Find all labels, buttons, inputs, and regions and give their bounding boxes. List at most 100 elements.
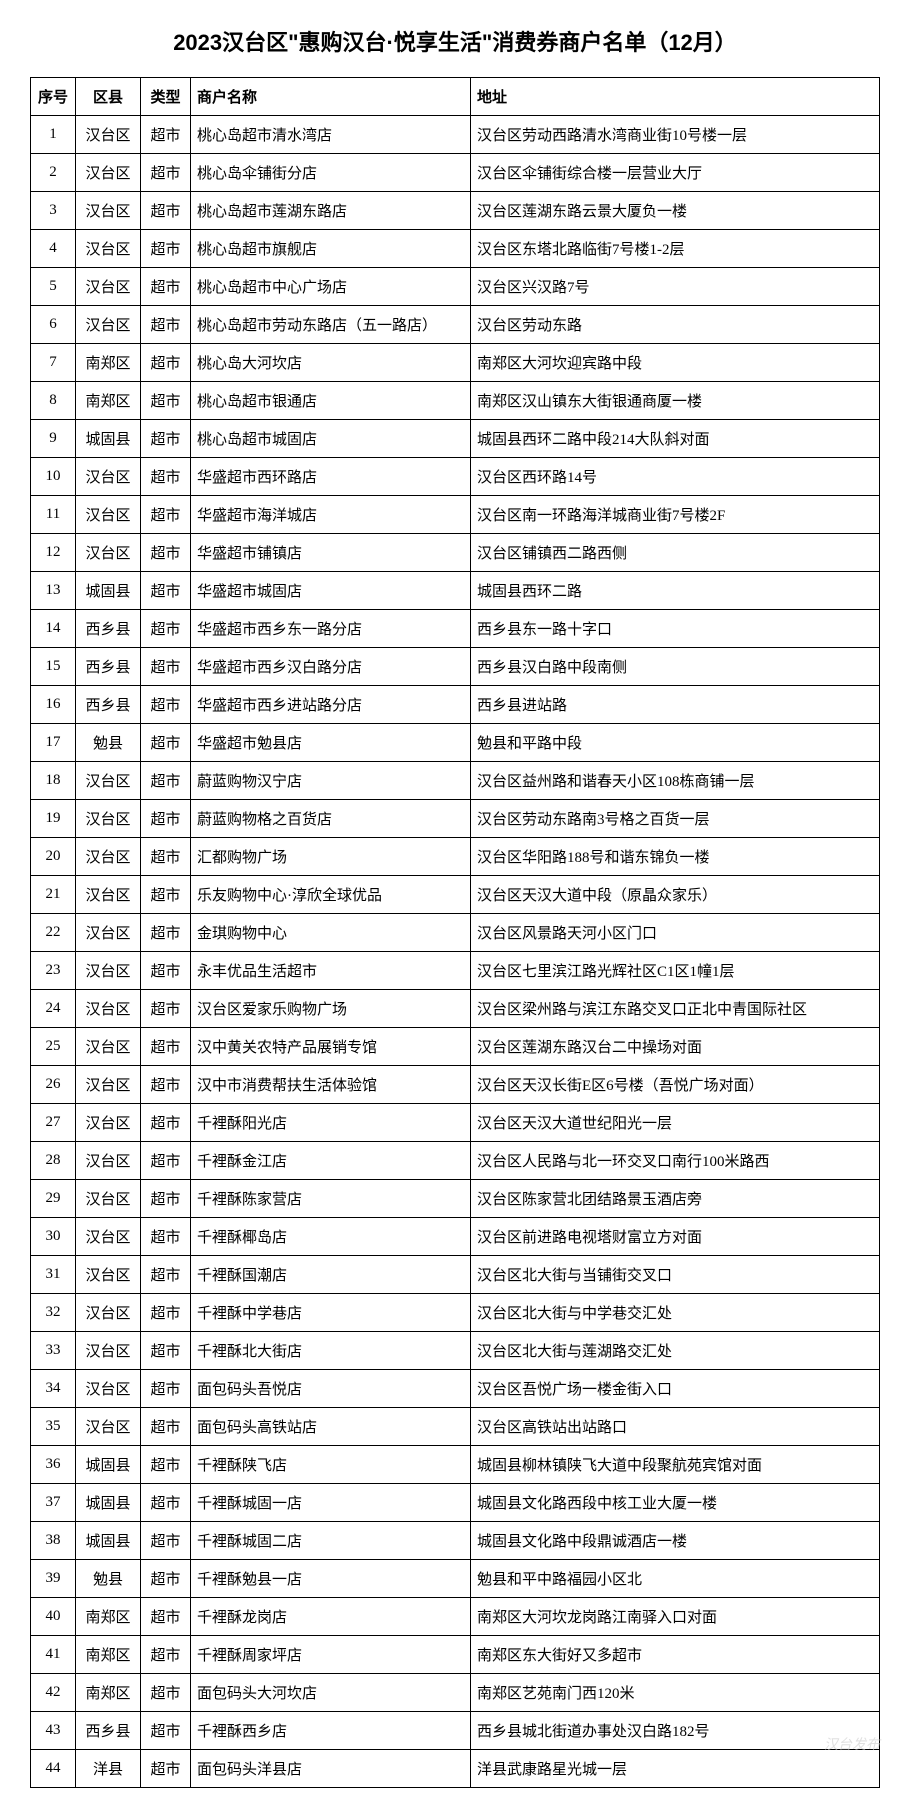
cell-type: 超市 (141, 610, 191, 648)
table-row: 43 西乡县 超市 千裡酥西乡店 西乡县城北街道办事处汉白路182号 (31, 1712, 880, 1750)
table-row: 3 汉台区 超市 桃心岛超市莲湖东路店 汉台区莲湖东路云景大厦负一楼 (31, 192, 880, 230)
cell-district: 汉台区 (76, 1294, 141, 1332)
cell-addr: 汉台区莲湖东路汉台二中操场对面 (471, 1028, 880, 1066)
cell-district: 南郑区 (76, 1674, 141, 1712)
cell-district: 汉台区 (76, 838, 141, 876)
cell-addr: 汉台区天汉长街E区6号楼（吾悦广场对面） (471, 1066, 880, 1104)
cell-name: 千裡酥勉县一店 (191, 1560, 471, 1598)
cell-seq: 26 (31, 1066, 76, 1104)
cell-district: 汉台区 (76, 1142, 141, 1180)
cell-name: 华盛超市西乡进站路分店 (191, 686, 471, 724)
table-row: 14 西乡县 超市 华盛超市西乡东一路分店 西乡县东一路十字口 (31, 610, 880, 648)
cell-name: 千裡酥陕飞店 (191, 1446, 471, 1484)
cell-district: 汉台区 (76, 1028, 141, 1066)
table-row: 37 城固县 超市 千裡酥城固一店 城固县文化路西段中核工业大厦一楼 (31, 1484, 880, 1522)
cell-district: 洋县 (76, 1750, 141, 1788)
table-row: 7 南郑区 超市 桃心岛大河坎店 南郑区大河坎迎宾路中段 (31, 344, 880, 382)
cell-name: 永丰优品生活超市 (191, 952, 471, 990)
header-addr: 地址 (471, 78, 880, 116)
cell-addr: 南郑区艺苑南门西120米 (471, 1674, 880, 1712)
cell-seq: 1 (31, 116, 76, 154)
cell-name: 桃心岛超市劳动东路店（五一路店） (191, 306, 471, 344)
cell-type: 超市 (141, 1180, 191, 1218)
cell-name: 汉台区爱家乐购物广场 (191, 990, 471, 1028)
cell-type: 超市 (141, 1218, 191, 1256)
cell-addr: 汉台区吾悦广场一楼金街入口 (471, 1370, 880, 1408)
table-row: 20 汉台区 超市 汇都购物广场 汉台区华阳路188号和谐东锦负一楼 (31, 838, 880, 876)
cell-addr: 西乡县进站路 (471, 686, 880, 724)
table-row: 31 汉台区 超市 千裡酥国潮店 汉台区北大街与当铺街交叉口 (31, 1256, 880, 1294)
table-row: 19 汉台区 超市 蔚蓝购物格之百货店 汉台区劳动东路南3号格之百货一层 (31, 800, 880, 838)
cell-addr: 南郑区大河坎迎宾路中段 (471, 344, 880, 382)
cell-name: 千裡酥椰岛店 (191, 1218, 471, 1256)
cell-district: 汉台区 (76, 1256, 141, 1294)
cell-type: 超市 (141, 1104, 191, 1142)
cell-seq: 6 (31, 306, 76, 344)
cell-addr: 汉台区劳动西路清水湾商业街10号楼一层 (471, 116, 880, 154)
cell-district: 西乡县 (76, 648, 141, 686)
cell-type: 超市 (141, 1636, 191, 1674)
cell-type: 超市 (141, 686, 191, 724)
cell-type: 超市 (141, 572, 191, 610)
cell-addr: 汉台区北大街与中学巷交汇处 (471, 1294, 880, 1332)
cell-name: 千裡酥西乡店 (191, 1712, 471, 1750)
table-row: 6 汉台区 超市 桃心岛超市劳动东路店（五一路店） 汉台区劳动东路 (31, 306, 880, 344)
page-title: 2023汉台区"惠购汉台·悦享生活"消费券商户名单（12月） (0, 10, 910, 77)
cell-type: 超市 (141, 1484, 191, 1522)
cell-addr: 汉台区人民路与北一环交叉口南行100米路西 (471, 1142, 880, 1180)
cell-addr: 城固县西环二路中段214大队斜对面 (471, 420, 880, 458)
cell-addr: 汉台区铺镇西二路西侧 (471, 534, 880, 572)
cell-type: 超市 (141, 762, 191, 800)
cell-type: 超市 (141, 1066, 191, 1104)
cell-district: 城固县 (76, 1522, 141, 1560)
cell-name: 桃心岛超市旗舰店 (191, 230, 471, 268)
cell-type: 超市 (141, 534, 191, 572)
cell-district: 汉台区 (76, 1332, 141, 1370)
cell-name: 桃心岛超市城固店 (191, 420, 471, 458)
cell-type: 超市 (141, 1294, 191, 1332)
merchant-table: 序号 区县 类型 商户名称 地址 1 汉台区 超市 桃心岛超市清水湾店 汉台区劳… (30, 77, 880, 1788)
cell-district: 西乡县 (76, 610, 141, 648)
table-row: 5 汉台区 超市 桃心岛超市中心广场店 汉台区兴汉路7号 (31, 268, 880, 306)
cell-name: 华盛超市海洋城店 (191, 496, 471, 534)
cell-type: 超市 (141, 1256, 191, 1294)
table-row: 17 勉县 超市 华盛超市勉县店 勉县和平路中段 (31, 724, 880, 762)
table-row: 13 城固县 超市 华盛超市城固店 城固县西环二路 (31, 572, 880, 610)
cell-district: 汉台区 (76, 1408, 141, 1446)
table-row: 9 城固县 超市 桃心岛超市城固店 城固县西环二路中段214大队斜对面 (31, 420, 880, 458)
table-body: 1 汉台区 超市 桃心岛超市清水湾店 汉台区劳动西路清水湾商业街10号楼一层 2… (31, 116, 880, 1788)
cell-seq: 10 (31, 458, 76, 496)
cell-type: 超市 (141, 1332, 191, 1370)
table-row: 16 西乡县 超市 华盛超市西乡进站路分店 西乡县进站路 (31, 686, 880, 724)
cell-type: 超市 (141, 838, 191, 876)
cell-type: 超市 (141, 192, 191, 230)
cell-addr: 汉台区风景路天河小区门口 (471, 914, 880, 952)
cell-seq: 16 (31, 686, 76, 724)
cell-district: 汉台区 (76, 458, 141, 496)
table-row: 27 汉台区 超市 千裡酥阳光店 汉台区天汉大道世纪阳光一层 (31, 1104, 880, 1142)
cell-name: 千裡酥北大街店 (191, 1332, 471, 1370)
table-row: 25 汉台区 超市 汉中黄关农特产品展销专馆 汉台区莲湖东路汉台二中操场对面 (31, 1028, 880, 1066)
cell-district: 勉县 (76, 1560, 141, 1598)
cell-district: 汉台区 (76, 154, 141, 192)
table-row: 18 汉台区 超市 蔚蓝购物汉宁店 汉台区益州路和谐春天小区108栋商铺一层 (31, 762, 880, 800)
table-row: 34 汉台区 超市 面包码头吾悦店 汉台区吾悦广场一楼金街入口 (31, 1370, 880, 1408)
cell-type: 超市 (141, 458, 191, 496)
cell-type: 超市 (141, 306, 191, 344)
cell-type: 超市 (141, 876, 191, 914)
cell-seq: 19 (31, 800, 76, 838)
cell-type: 超市 (141, 344, 191, 382)
cell-addr: 汉台区劳动东路南3号格之百货一层 (471, 800, 880, 838)
cell-seq: 15 (31, 648, 76, 686)
cell-district: 城固县 (76, 572, 141, 610)
cell-name: 华盛超市勉县店 (191, 724, 471, 762)
cell-seq: 40 (31, 1598, 76, 1636)
cell-seq: 31 (31, 1256, 76, 1294)
cell-name: 桃心岛超市中心广场店 (191, 268, 471, 306)
table-row: 12 汉台区 超市 华盛超市铺镇店 汉台区铺镇西二路西侧 (31, 534, 880, 572)
cell-seq: 35 (31, 1408, 76, 1446)
table-row: 4 汉台区 超市 桃心岛超市旗舰店 汉台区东塔北路临街7号楼1-2层 (31, 230, 880, 268)
cell-name: 千裡酥龙岗店 (191, 1598, 471, 1636)
cell-seq: 37 (31, 1484, 76, 1522)
cell-name: 桃心岛超市银通店 (191, 382, 471, 420)
